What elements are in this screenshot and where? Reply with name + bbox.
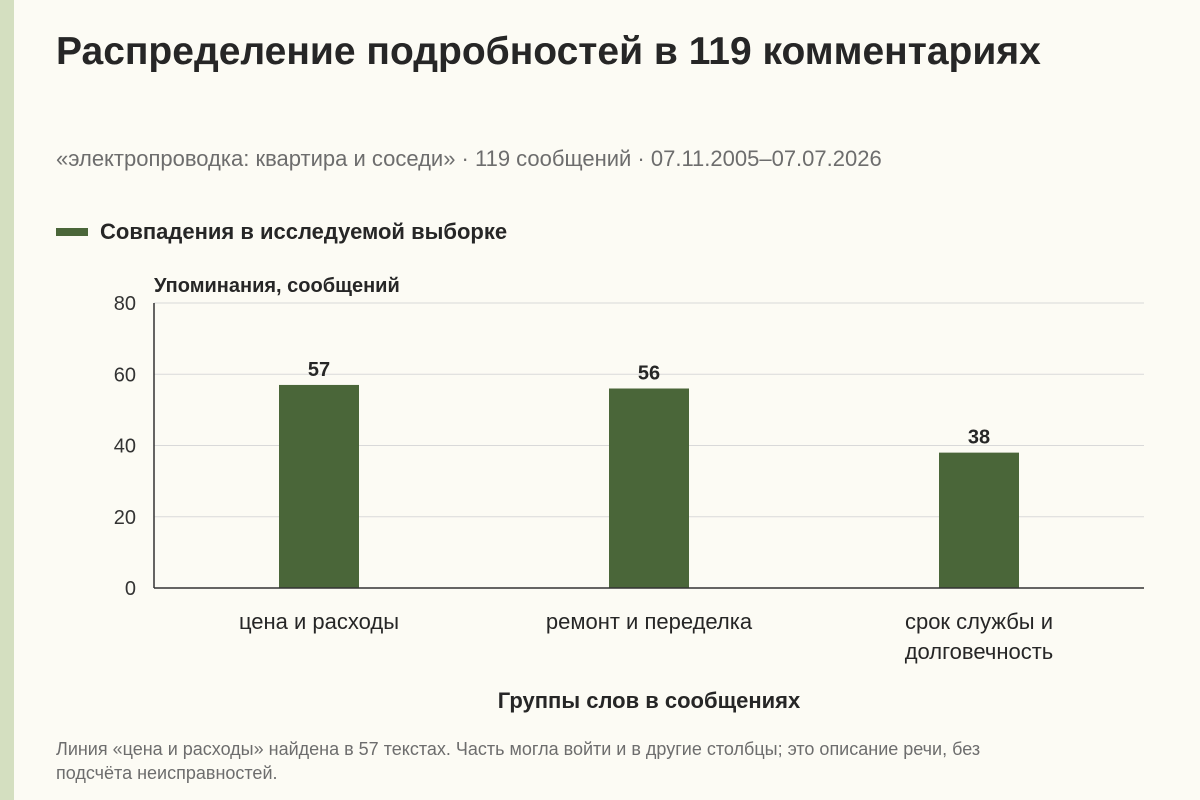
legend-label: Совпадения в исследуемой выборке [100,219,508,244]
y-tick-label: 40 [114,436,136,458]
legend: Совпадения в исследуемой выборке [56,219,507,245]
y-tick-label: 20 [114,507,136,529]
x-tick-label: срок службы и долговечность [905,609,1054,664]
y-tick-label: 0 [125,578,136,600]
data-label: 57 [308,359,330,381]
footnote: Линия «цена и расходы» найдена в 57 текс… [56,739,981,783]
bar [279,384,359,588]
data-label: 56 [638,363,660,385]
x-tick-label: цена и расходы [239,609,399,634]
chart-subtitle: «электропроводка: квартира и соседи» · 1… [56,146,882,171]
y-tick-label: 80 [114,293,136,315]
data-label: 38 [968,427,990,449]
bar [939,452,1019,588]
y-tick-label: 60 [114,364,136,386]
x-axis-label: Группы слов в сообщениях [498,688,801,713]
legend-swatch [56,228,88,236]
y-axis-label: Упоминания, сообщений [154,275,400,297]
chart-title: Распределение подробностей в 119 коммент… [56,30,1041,73]
bar [609,388,689,588]
x-tick-label: ремонт и переделка [546,609,753,634]
accent-strip [0,0,14,800]
